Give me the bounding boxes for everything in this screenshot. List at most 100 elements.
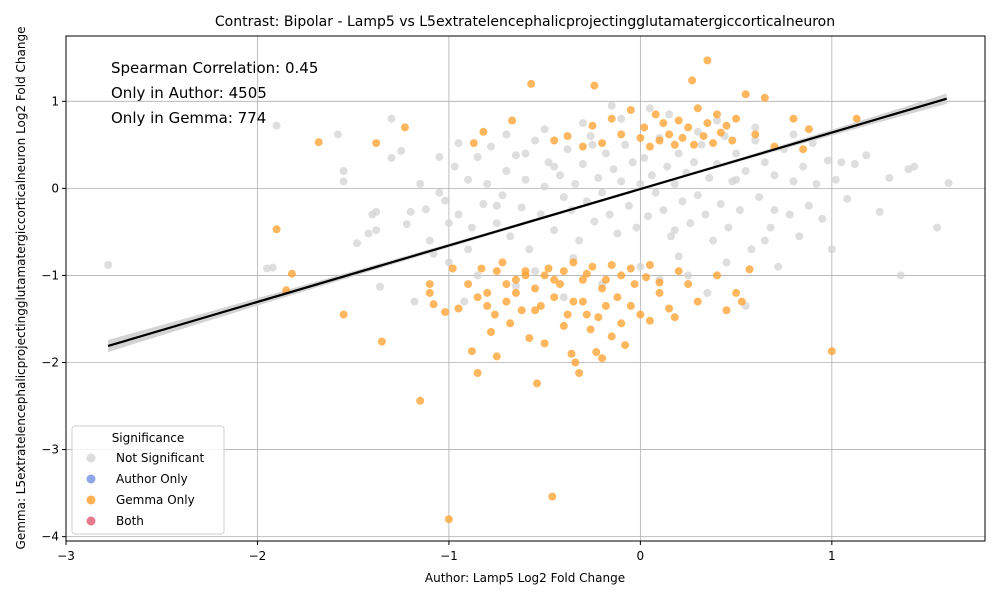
point-not-significant	[690, 158, 698, 167]
point-not-significant	[511, 151, 520, 160]
point-not-significant	[272, 121, 281, 130]
point-gemma-only	[645, 142, 654, 151]
point-not-significant	[571, 180, 580, 188]
point-gemma-only	[569, 297, 578, 306]
point-gemma-only	[483, 288, 492, 297]
point-not-significant	[703, 288, 712, 297]
point-gemma-only	[487, 328, 495, 336]
point-gemma-only	[508, 116, 517, 125]
point-not-significant	[831, 175, 840, 184]
point-not-significant	[104, 261, 113, 269]
point-not-significant	[713, 116, 721, 125]
point-not-significant	[372, 207, 381, 216]
point-not-significant	[827, 245, 836, 254]
point-gemma-only	[645, 316, 654, 325]
legend-title: Significance	[112, 431, 185, 445]
point-gemma-only	[517, 306, 526, 315]
point-not-significant	[678, 197, 687, 206]
point-gemma-only	[578, 275, 587, 284]
point-not-significant	[651, 188, 660, 197]
point-gemma-only	[732, 114, 741, 123]
point-gemma-only	[536, 301, 545, 310]
point-gemma-only	[464, 280, 473, 289]
point-not-significant	[770, 171, 779, 180]
x-tick-label: −2	[249, 549, 267, 563]
point-not-significant	[598, 188, 607, 197]
point-gemma-only	[588, 121, 597, 130]
point-not-significant	[454, 210, 463, 219]
point-gemma-only	[571, 358, 580, 367]
point-gemma-only	[598, 284, 607, 293]
point-not-significant	[479, 200, 488, 208]
point-not-significant	[464, 175, 473, 184]
point-not-significant	[454, 139, 463, 148]
point-not-significant	[502, 167, 511, 175]
point-not-significant	[517, 203, 526, 212]
point-not-significant	[416, 180, 425, 188]
point-gemma-only	[441, 308, 450, 316]
point-not-significant	[492, 201, 501, 210]
point-gemma-only	[469, 139, 478, 148]
point-not-significant	[674, 149, 683, 158]
point-gemma-only	[582, 310, 591, 319]
point-gemma-only	[473, 293, 482, 302]
x-axis-label: Author: Lamp5 Log2 Fold Change	[425, 571, 625, 585]
point-gemma-only	[659, 119, 668, 128]
point-gemma-only	[527, 79, 536, 88]
point-gemma-only	[479, 127, 488, 136]
point-not-significant	[789, 177, 798, 186]
point-not-significant	[697, 140, 706, 149]
point-not-significant	[785, 210, 794, 219]
legend-label: Not Significant	[116, 451, 204, 465]
point-not-significant	[590, 217, 599, 226]
point-gemma-only	[732, 288, 741, 297]
point-gemma-only	[799, 145, 808, 154]
point-not-significant	[376, 282, 384, 291]
point-not-significant	[441, 196, 450, 205]
point-not-significant	[559, 293, 568, 302]
point-not-significant	[670, 180, 679, 188]
point-not-significant	[705, 173, 714, 182]
point-gemma-only	[598, 354, 607, 363]
point-not-significant	[693, 191, 702, 200]
point-gemma-only	[626, 264, 635, 273]
point-gemma-only	[540, 271, 549, 280]
point-not-significant	[609, 165, 618, 174]
point-gemma-only	[852, 114, 861, 123]
point-not-significant	[594, 173, 603, 182]
point-not-significant	[751, 123, 760, 132]
point-gemma-only	[588, 262, 597, 271]
point-not-significant	[544, 158, 553, 167]
x-tick-label: 1	[828, 549, 836, 563]
point-gemma-only	[590, 81, 599, 90]
point-not-significant	[709, 236, 718, 245]
point-not-significant	[751, 136, 760, 145]
point-gemma-only	[722, 121, 731, 130]
point-not-significant	[268, 263, 277, 272]
point-gemma-only	[651, 110, 660, 119]
point-not-significant	[402, 220, 411, 229]
point-not-significant	[722, 258, 731, 267]
point-gemma-only	[563, 132, 572, 141]
point-not-significant	[487, 142, 495, 151]
stats-annotations: Spearman Correlation: 0.45 Only in Autho…	[111, 59, 318, 127]
point-gemma-only	[709, 139, 718, 148]
point-gemma-only	[626, 301, 635, 310]
point-not-significant	[747, 245, 756, 254]
point-gemma-only	[688, 76, 697, 85]
point-not-significant	[896, 271, 905, 280]
point-gemma-only	[745, 265, 754, 274]
y-tick-label: −1	[41, 268, 59, 282]
point-not-significant	[824, 156, 832, 165]
point-gemma-only	[569, 258, 578, 267]
point-not-significant	[540, 125, 549, 134]
point-gemma-only	[827, 347, 836, 356]
point-not-significant	[498, 191, 507, 200]
point-not-significant	[716, 200, 725, 208]
legend-label: Gemma Only	[116, 493, 195, 507]
point-gemma-only	[703, 56, 712, 65]
x-tick-label: −1	[440, 549, 458, 563]
point-not-significant	[387, 114, 396, 123]
point-gemma-only	[540, 339, 549, 348]
